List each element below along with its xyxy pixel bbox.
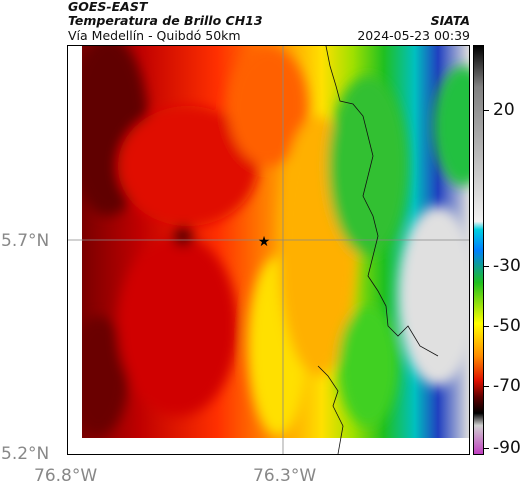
lon-label-right: 76.3°W [253,466,317,486]
cb-label-neg90: -90 [493,438,521,458]
map-canvas: ★ [68,46,469,454]
cb-label-neg50: -50 [493,316,521,336]
product-title: Temperatura de Brillo CH13 [68,13,263,28]
colorbar-ramp [474,46,483,454]
satellite-map[interactable]: ★ [67,45,470,455]
star-marker-icon: ★ [258,234,271,250]
colorbar [473,45,484,455]
cb-tick-neg50 [484,326,489,327]
cb-tick-neg70 [484,386,489,387]
cb-label-20: 20 [493,100,515,120]
cb-tick-neg90 [484,448,489,449]
cb-label-neg70: -70 [493,376,521,396]
coastline [325,46,439,357]
lat-label-upper: 5.7°N [1,231,50,251]
timestamp-label: 2024-05-23 00:39 [357,28,470,43]
admin-border [317,365,344,454]
route-subtitle: Vía Medellín - Quibdó 50km [68,28,241,43]
satellite-title: GOES-EAST [68,0,148,14]
lon-label-left: 76.8°W [34,466,98,486]
cb-tick-20 [484,110,489,111]
cb-tick-neg30 [484,266,489,267]
cloud-blobs [68,46,469,436]
agency-label: SIATA [430,13,470,28]
cb-label-neg30: -30 [493,256,521,276]
lat-label-lower: 5.2°N [1,444,50,464]
